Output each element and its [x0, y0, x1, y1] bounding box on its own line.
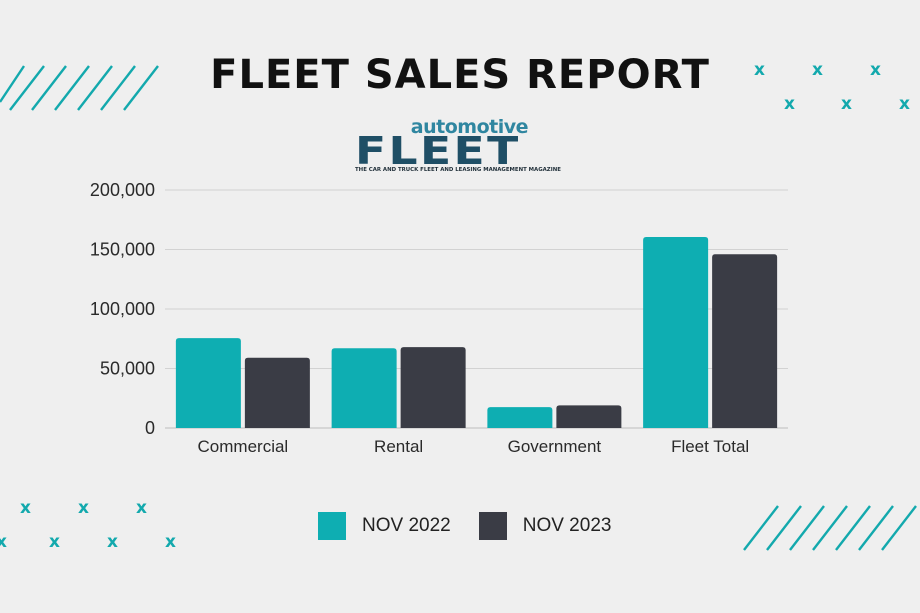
decor-x-mark: x	[841, 94, 852, 114]
bar	[400, 347, 466, 428]
decor-x-mark: x	[78, 498, 89, 518]
publisher-logo: automotive FLEET THE CAR AND TRUCK FLEET…	[355, 116, 571, 178]
logo-word-top: automotive	[410, 116, 529, 138]
legend-swatch-2023	[478, 512, 507, 540]
chart-title: FLEET SALES REPORT	[210, 52, 710, 98]
decor-x-mark: x	[0, 532, 7, 552]
y-tick-label: 100,000	[90, 299, 155, 319]
legend-item-2022: NOV 2022	[318, 512, 451, 540]
legend-swatch-2022	[318, 512, 346, 540]
decor-x-mark: x	[899, 94, 910, 114]
decor-x-mark: x	[784, 94, 795, 114]
bar	[175, 338, 241, 428]
y-tick-label: 0	[145, 418, 155, 438]
legend-item-2023: NOV 2023	[478, 512, 612, 540]
y-tick-label: 150,000	[90, 240, 155, 260]
decor-x-mark: x	[165, 532, 176, 552]
decor-x-mark: x	[754, 60, 765, 80]
decor-x-mark: x	[20, 498, 31, 518]
decor-x-mark: x	[812, 60, 823, 80]
y-tick-label: 200,000	[90, 180, 155, 200]
x-tick-label: Fleet Total	[671, 437, 749, 456]
decor-hatch-top-left	[0, 65, 159, 111]
bar	[556, 405, 622, 428]
bar	[487, 407, 553, 428]
bar	[643, 237, 709, 428]
decor-x-mark: x	[870, 60, 881, 80]
bar	[331, 348, 397, 428]
decor-x-mark: x	[49, 532, 60, 552]
decor-x-mark: x	[136, 498, 147, 518]
decor-x-mark: x	[107, 532, 118, 552]
x-tick-label: Rental	[374, 437, 423, 456]
bar	[244, 357, 310, 428]
y-tick-label: 50,000	[100, 359, 155, 379]
legend-label-2023: NOV 2023	[522, 515, 612, 536]
logo-word-main: FLEET	[355, 129, 521, 173]
x-tick-label: Government	[508, 437, 602, 456]
chart-legend: NOV 2022 NOV 2023	[318, 511, 639, 541]
decor-hatch-bottom-right	[743, 505, 917, 551]
logo-tagline: THE CAR AND TRUCK FLEET AND LEASING MANA…	[355, 167, 561, 173]
bar	[712, 254, 778, 428]
legend-label-2022: NOV 2022	[362, 515, 451, 536]
x-tick-label: Commercial	[198, 437, 289, 456]
